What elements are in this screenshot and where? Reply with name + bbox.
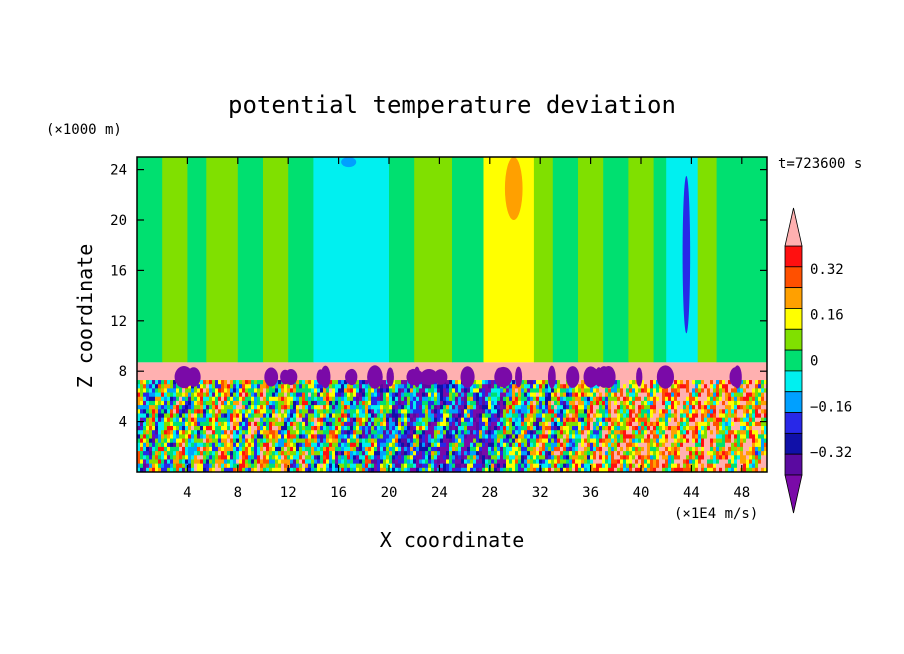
field-band-11 (452, 157, 484, 363)
colorbar-segment (784, 432, 803, 455)
colorbar-tick-label: −0.32 (810, 445, 852, 461)
colorbar-tick-label: 0 (810, 354, 818, 370)
x-tick-label: 12 (280, 485, 297, 501)
colorbar-segment (784, 453, 803, 476)
field-band-21 (716, 157, 767, 363)
colorbar-segment (784, 391, 803, 413)
overshoot-plume (601, 365, 616, 389)
field-band-0 (137, 157, 163, 363)
x-unit-label: (×1E4 m/s) (674, 506, 758, 522)
colorbar-segment (784, 266, 803, 289)
field-band-5 (263, 157, 289, 363)
cold-top (341, 157, 357, 168)
field-band-13 (533, 157, 554, 363)
field-band-9 (389, 157, 415, 363)
colorbar-tick-label: 0.32 (810, 262, 844, 278)
y-tick-label: 24 (110, 163, 127, 179)
time-label: t=723600 s (778, 156, 862, 172)
x-tick-label: 16 (330, 485, 347, 501)
x-axis: 4 8 12 16 20 24 28 32 36 40 44 48 (183, 157, 750, 501)
colorbar-tick-label: 0.16 (810, 308, 844, 324)
field-band-19 (666, 157, 699, 363)
overshoot-plume (515, 366, 523, 388)
field-band-17 (628, 157, 655, 363)
cold-streak (682, 175, 691, 334)
field-band-7 (313, 157, 365, 363)
field-band-3 (206, 157, 239, 363)
x-tick-label: 48 (733, 485, 750, 501)
x-tick-label: 28 (481, 485, 498, 501)
overshoot-plume (729, 367, 742, 387)
y-tick-label: 20 (110, 213, 127, 229)
field-band-2 (187, 157, 207, 363)
field-band-1 (162, 157, 188, 363)
overshoot-plume (494, 367, 505, 387)
x-tick-label: 44 (683, 485, 700, 501)
x-axis-label: X coordinate (380, 528, 525, 552)
plot-area (137, 157, 767, 472)
overshoot-plume (406, 369, 424, 385)
field-band-18 (653, 157, 667, 363)
colorbar-segment (784, 412, 803, 434)
overshoot-plume (320, 365, 331, 389)
y-tick-label: 12 (110, 314, 127, 330)
colorbar-segment (784, 349, 803, 372)
field-band-20 (697, 157, 718, 363)
features (341, 157, 691, 334)
upper-field (137, 157, 767, 363)
x-tick-label: 40 (633, 485, 650, 501)
colorbar-segment (784, 328, 803, 351)
y-tick-label: 8 (119, 364, 127, 380)
convective-layer (137, 380, 767, 472)
field-band-15 (578, 157, 604, 363)
overshoot-plume (386, 367, 394, 387)
overshoot-plume (433, 369, 448, 385)
colorbar-under (784, 474, 803, 514)
y-tick-label: 16 (110, 263, 127, 279)
x-tick-label: 24 (431, 485, 448, 501)
overshoot-plume (264, 367, 278, 387)
y-axis: 4 8 12 16 20 24 (110, 163, 767, 431)
colorbar-segment (784, 308, 803, 330)
warm-core (504, 157, 523, 220)
y-unit-label: (×1000 m) (46, 122, 122, 138)
field-band-16 (603, 157, 629, 363)
colorbar-over (784, 207, 803, 247)
field-band-8 (363, 157, 390, 363)
field-band-6 (288, 157, 314, 363)
x-tick-label: 20 (381, 485, 398, 501)
field-band-4 (237, 157, 264, 363)
plot-frame (136, 156, 768, 473)
chart-title: potential temperature deviation (228, 91, 676, 119)
colorbar-segment (784, 287, 803, 309)
y-axis-label: Z coordinate (73, 244, 97, 389)
colorbar-segment (784, 245, 803, 268)
overshoot-plume (584, 367, 601, 387)
x-tick-label: 32 (532, 485, 549, 501)
overshoot-plume (367, 367, 383, 387)
field-band-14 (552, 157, 579, 363)
colorbar-segment (784, 370, 803, 393)
overshoot-plume (656, 365, 675, 389)
overshoot-plume (346, 368, 358, 386)
colorbar: 0.32 0.16 0 −0.16 −0.32 (784, 207, 852, 514)
overshoot-plume (280, 369, 291, 385)
overshoot-plume (460, 366, 475, 388)
x-tick-label: 4 (183, 485, 191, 501)
overshoot-plume (636, 367, 643, 387)
overshoot-plume (566, 366, 580, 388)
x-tick-label: 36 (582, 485, 599, 501)
inversion-layer (137, 362, 767, 389)
overshoot-plume (547, 365, 556, 389)
colorbar-tick-label: −0.16 (810, 399, 852, 415)
field-band-10 (414, 157, 453, 363)
overshoot-plume (186, 367, 201, 387)
overshoot-plume (420, 369, 438, 386)
y-tick-label: 4 (119, 415, 127, 431)
x-tick-label: 8 (234, 485, 242, 501)
